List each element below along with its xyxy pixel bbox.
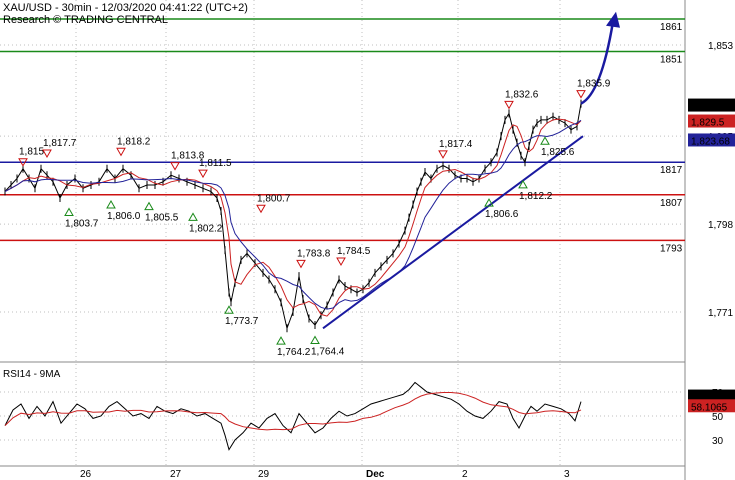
low-marker [518, 179, 528, 189]
low-marker [224, 305, 234, 314]
high-label: 1,800.7 [257, 193, 291, 204]
rsi-title: RSI14 - 9MA [3, 369, 61, 380]
trendline-group [322, 11, 620, 330]
price-tag-label: 1,834.4 [691, 102, 725, 113]
low-label: 1,764.2 [277, 347, 311, 358]
high-marker [438, 150, 448, 159]
low-label: 1,803.7 [65, 219, 99, 230]
high-marker [336, 257, 346, 267]
low-label: 1,802.2 [189, 223, 223, 234]
low-marker [540, 136, 550, 145]
level-line-label: 1793 [660, 243, 683, 254]
low-marker [484, 198, 494, 207]
high-marker [116, 147, 126, 157]
high-label: 1,813.8 [171, 151, 205, 162]
high-label: 1,818.2 [117, 136, 151, 147]
low-marker [64, 207, 74, 217]
x-tick-label: 27 [170, 469, 182, 480]
ma-slow-line [4, 119, 582, 310]
forecast-arrow [580, 21, 615, 105]
low-marker [276, 336, 286, 345]
x-tick-label: 29 [258, 469, 270, 480]
low-label: 1,773.7 [225, 316, 259, 327]
y-tick-label: 1,853 [708, 41, 733, 52]
high-marker [198, 169, 208, 179]
rsi-series [4, 381, 582, 451]
price-tag-box [688, 98, 735, 112]
trendline [322, 135, 584, 330]
level-line-label: 1851 [660, 55, 683, 66]
price-tag-box [688, 114, 735, 128]
low-label: 1,764.4 [311, 346, 345, 357]
high-marker [504, 100, 514, 110]
high-label: 1,784.5 [337, 246, 371, 257]
high-marker [296, 259, 306, 269]
price-line [4, 103, 582, 331]
price-tag-label: 1,823.68 [691, 136, 730, 147]
rsi-ma-line [4, 392, 582, 431]
high-marker [576, 90, 586, 99]
low-label: 1,805.5 [145, 213, 179, 224]
high-label: 1,815 [19, 147, 44, 158]
high-label: 1,817.4 [439, 139, 473, 150]
level-line-label: 1807 [660, 198, 683, 209]
high-label: 1,835.9 [577, 79, 611, 90]
y-tick-label: 1,798 [708, 220, 733, 231]
high-marker [256, 204, 266, 214]
y-tick-label: 1,771 [708, 308, 733, 319]
rsi-line [4, 381, 582, 451]
ma-fast-line [4, 118, 582, 317]
low-marker [310, 335, 320, 344]
x-tick-label: 2 [462, 469, 468, 480]
low-marker [188, 212, 198, 221]
high-label: 1,817.7 [43, 138, 77, 149]
price-tag-box [688, 399, 735, 413]
low-marker [106, 200, 116, 209]
low-label: 1,806.0 [107, 211, 141, 222]
support-resistance-lines: 1861 1851 1817 1807 1793 [0, 18, 685, 254]
high-label: 1,811.5 [199, 158, 232, 169]
level-line-label: 1817 [660, 165, 683, 176]
price-tag-label: 66.1914 [691, 393, 728, 404]
price-tag-box [688, 133, 735, 147]
chart-source: Research © TRADING CENTRAL [3, 14, 168, 26]
chart-title: XAU/USD - 30min - 12/03/2020 04:41:22 (U… [3, 2, 248, 14]
x-tick-label: 26 [80, 469, 92, 480]
high-marker [42, 149, 52, 158]
rsi-tick-label: 50 [712, 412, 724, 423]
level-line-label: 1861 [660, 22, 683, 33]
high-label: 1,783.8 [297, 248, 331, 259]
low-label: 1,806.6 [485, 209, 519, 220]
low-label: 1,812.2 [519, 191, 553, 202]
high-marker [170, 162, 180, 171]
moving-averages [4, 118, 582, 317]
high-marker [18, 158, 28, 167]
price-tag-label: 58.1065 [691, 402, 728, 413]
high-label: 1,832.6 [505, 89, 539, 100]
forecast-arrow-head [606, 11, 620, 28]
price-tag-label: 1,829.5 [691, 118, 725, 129]
rsi-tick-label: 30 [712, 436, 724, 447]
low-marker [144, 201, 154, 211]
grid [0, 0, 685, 466]
x-tick-label: 3 [564, 469, 570, 480]
low-label: 1,825.6 [541, 147, 575, 158]
x-tick-label: Dec [366, 469, 385, 480]
